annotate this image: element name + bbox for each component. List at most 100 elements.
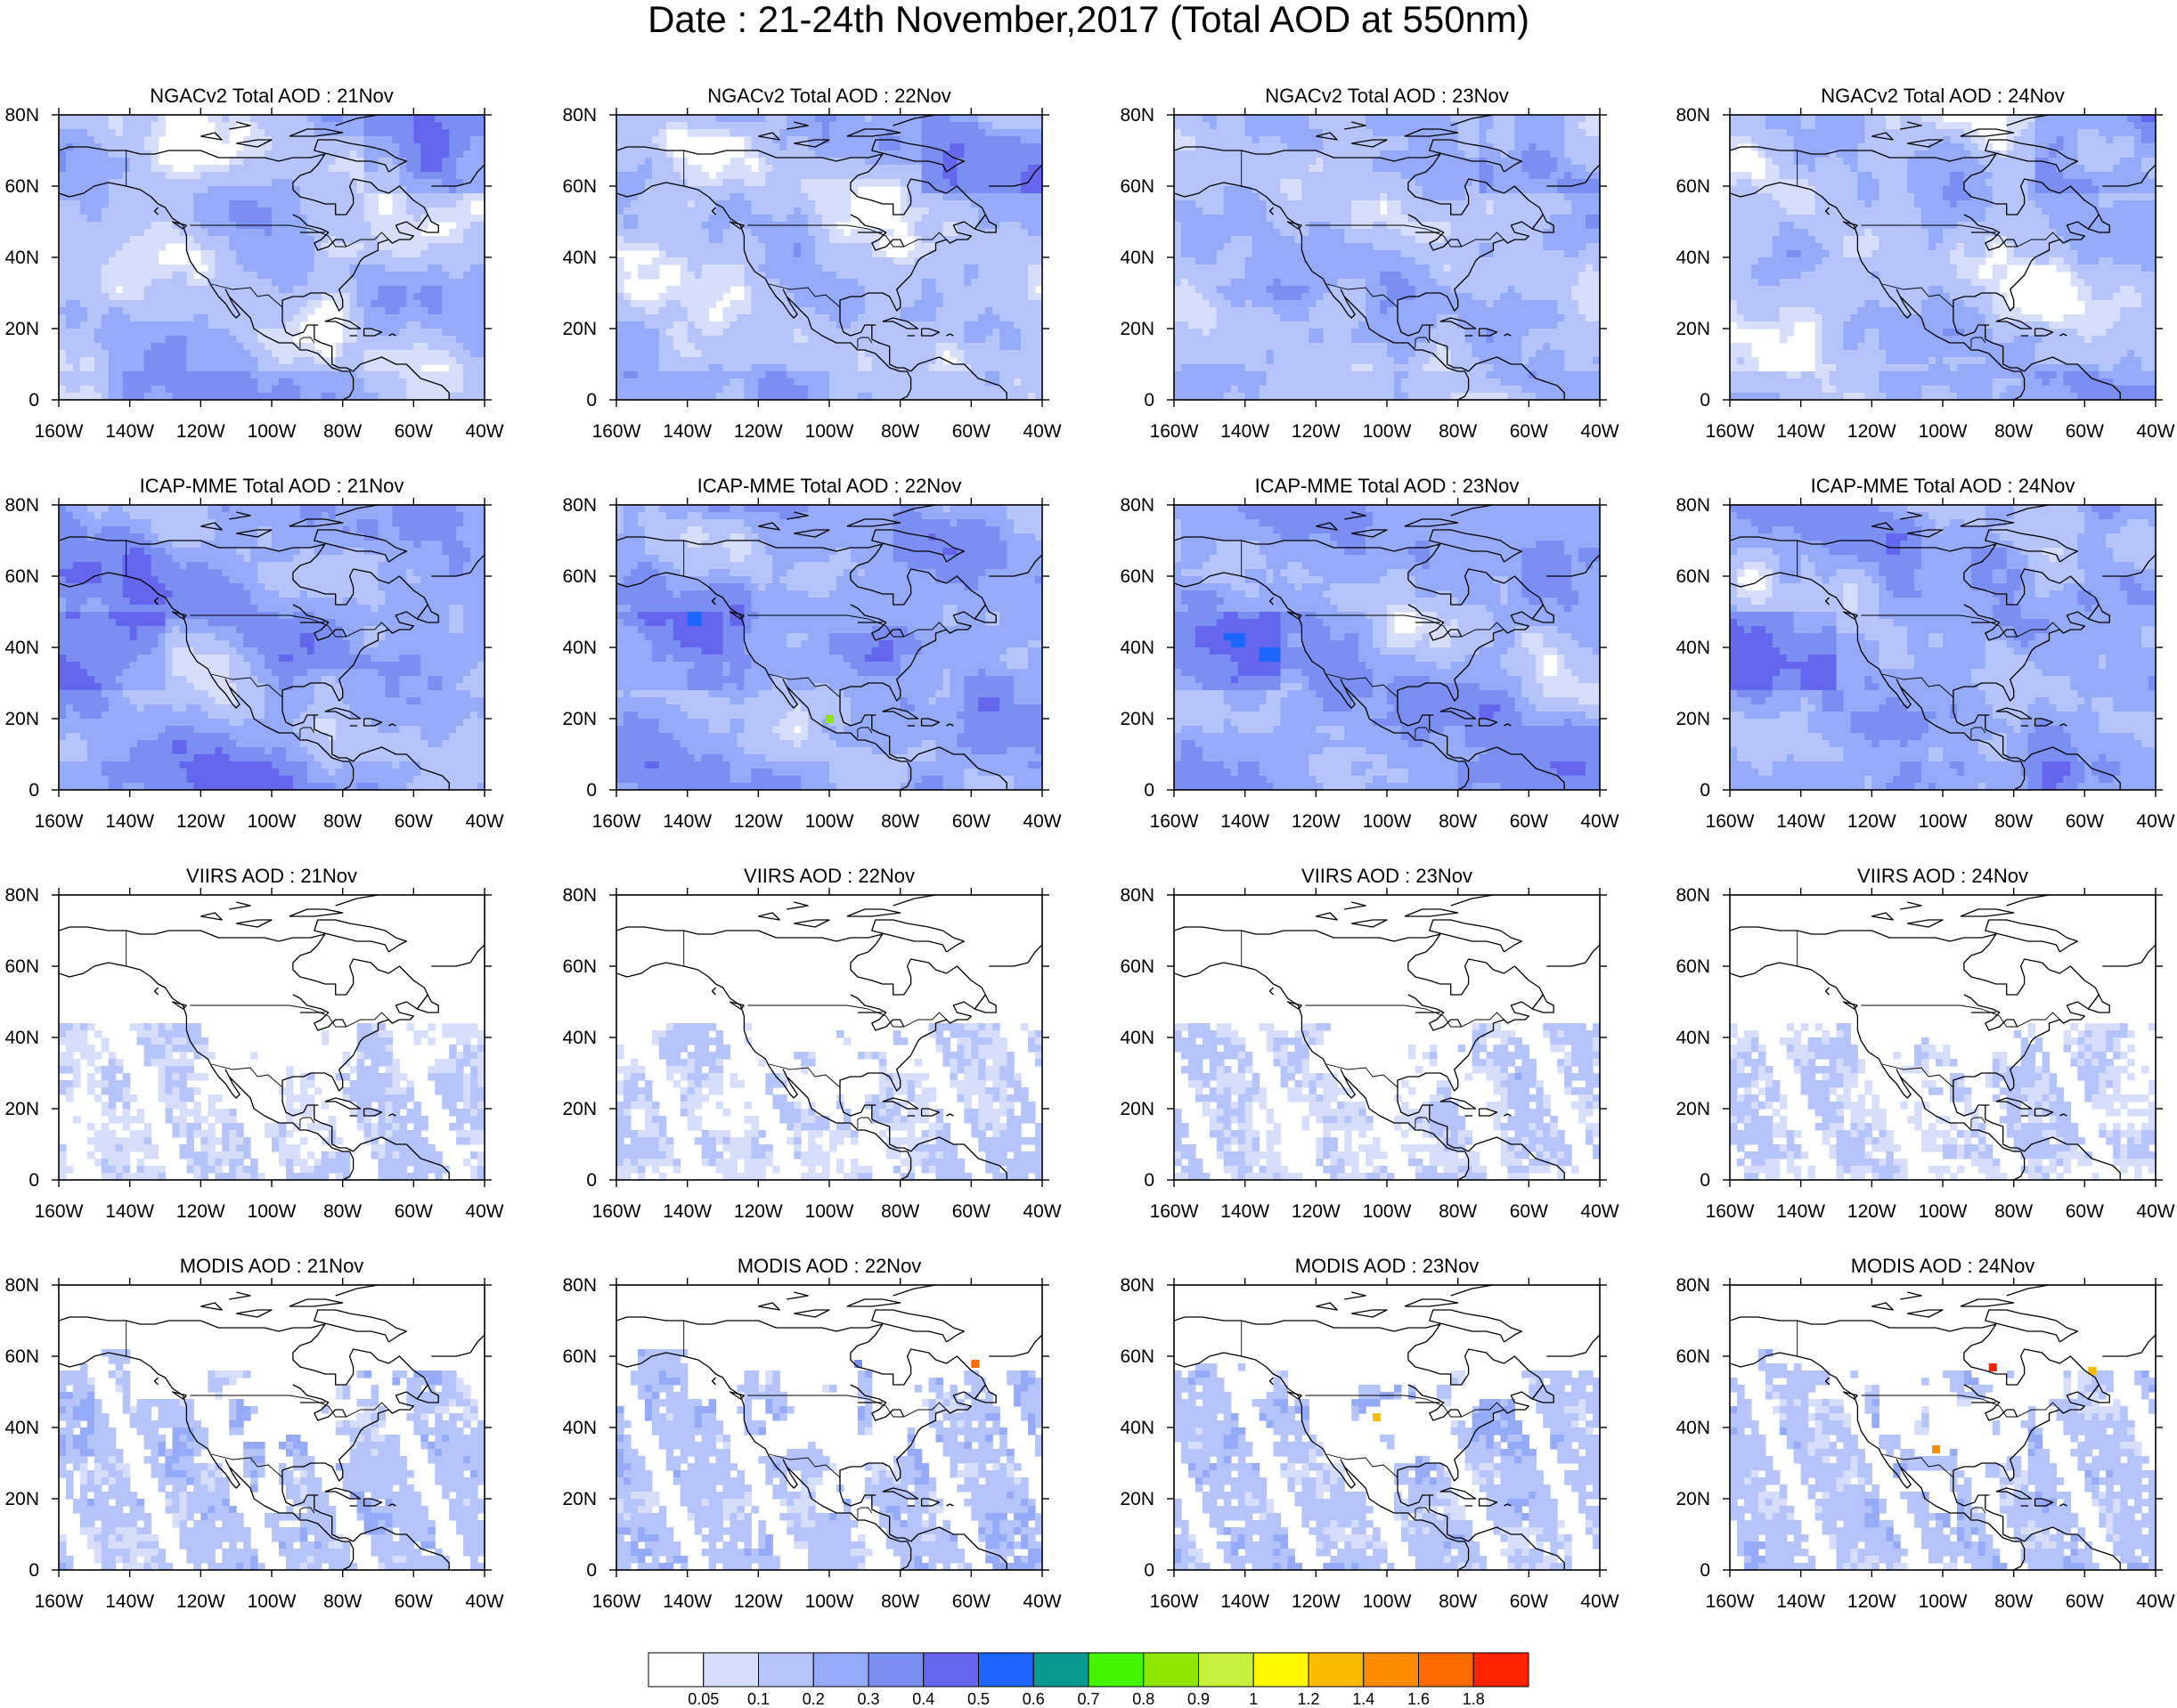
aod-field: [1174, 505, 1600, 790]
colorbar-label: 0.8: [1132, 1690, 1154, 1708]
lon-tick-label: 60W: [395, 421, 433, 442]
lat-tick-label: 20N: [1676, 1099, 1710, 1119]
lon-tick-label: 80W: [1994, 1591, 2033, 1612]
map-panel: 160W 140W 120W 100W 80W 60W 40W 0 20N 40N 60N 80N VI…: [4, 865, 503, 1222]
lat-tick-label: 40N: [1676, 1028, 1710, 1048]
coastlines: [59, 115, 485, 400]
lat-tick-label: 40N: [562, 248, 597, 268]
figure-title: Date : 21-24th November,2017 (Total AOD …: [0, 0, 2177, 39]
lon-tick-label: 80W: [1994, 421, 2033, 442]
colorbar-label: 0.4: [912, 1690, 934, 1708]
lon-tick-label: 100W: [1919, 421, 1968, 442]
lon-tick-label: 80W: [881, 1201, 919, 1222]
colorbar-box: [1472, 1652, 1529, 1688]
panel-title: MODIS AOD : 21Nov: [180, 1255, 364, 1277]
aod-hotspot: [971, 1360, 980, 1368]
lon-tick-label: 140W: [1220, 1201, 1269, 1222]
aod-field: [59, 505, 485, 790]
coastlines: [616, 1285, 1042, 1570]
lon-tick-label: 60W: [395, 1201, 433, 1222]
lat-tick-label: 80N: [1676, 885, 1710, 906]
lon-tick-label: 120W: [1292, 1201, 1341, 1222]
lon-tick-label: 100W: [1363, 1201, 1412, 1222]
panel-title: VIIRS AOD : 23Nov: [1301, 865, 1472, 887]
lon-tick-label: 140W: [105, 811, 154, 832]
colorbar-label: 1.2: [1297, 1690, 1319, 1708]
lat-tick-label: 80N: [1120, 495, 1154, 516]
colorbar-box: [758, 1652, 814, 1688]
lon-tick-label: 120W: [1292, 1591, 1341, 1612]
lat-tick-label: 0: [1700, 1560, 1710, 1581]
aod-field: [616, 1285, 1042, 1570]
lon-tick-label: 160W: [592, 811, 641, 832]
lat-tick-label: 20N: [4, 709, 39, 729]
lat-tick-label: 40N: [1676, 638, 1710, 658]
colorbar-box: [1032, 1652, 1089, 1688]
lat-tick-label: 60N: [1120, 566, 1154, 587]
panel-title: NGACv2 Total AOD : 21Nov: [150, 85, 394, 107]
lon-tick-label: 120W: [734, 1591, 783, 1612]
lon-tick-label: 100W: [248, 1201, 297, 1222]
lon-tick-label: 80W: [881, 421, 919, 442]
lat-tick-label: 60N: [562, 176, 597, 197]
lon-tick-label: 120W: [176, 1591, 225, 1612]
lon-tick-label: 60W: [952, 1591, 991, 1612]
aod-field: [1730, 505, 2156, 790]
map-panel: 160W 140W 120W 100W 80W 60W 40W 0 20N 40N 60N 80N IC…: [4, 475, 503, 832]
panel-title: ICAP-MME Total AOD : 21Nov: [140, 475, 404, 497]
colorbar-box: [1363, 1652, 1419, 1688]
lon-tick-label: 140W: [1776, 421, 1825, 442]
map-panel: 160W 140W 120W 100W 80W 60W 40W 0 20N 40N 60N 80N MO…: [1120, 1255, 1618, 1612]
lon-tick-label: 80W: [1439, 1591, 1477, 1612]
panel-title: MODIS AOD : 23Nov: [1295, 1255, 1480, 1277]
lat-tick-label: 0: [29, 1560, 39, 1581]
lat-tick-label: 80N: [562, 495, 597, 516]
aod-field: [1174, 895, 1600, 1180]
lat-tick-label: 20N: [1120, 1099, 1154, 1119]
lon-tick-label: 160W: [1706, 421, 1755, 442]
lat-tick-label: 0: [1700, 390, 1710, 411]
lat-tick-label: 20N: [562, 1489, 597, 1509]
lon-tick-label: 140W: [663, 1591, 712, 1612]
lon-tick-label: 120W: [176, 1201, 225, 1222]
lat-tick-label: 60N: [4, 566, 39, 587]
lon-tick-label: 60W: [952, 1201, 991, 1222]
lon-tick-label: 160W: [1150, 1591, 1199, 1612]
panel-title: NGACv2 Total AOD : 22Nov: [707, 85, 951, 107]
aod-field: [616, 895, 1042, 1180]
coastlines: [616, 505, 1042, 790]
lon-tick-label: 120W: [734, 421, 783, 442]
panel-title: VIIRS AOD : 21Nov: [186, 865, 357, 887]
lon-tick-label: 160W: [1706, 1201, 1755, 1222]
lon-tick-label: 80W: [323, 1201, 362, 1222]
lon-tick-label: 160W: [1150, 1201, 1199, 1222]
coastlines: [59, 1285, 485, 1570]
lon-tick-label: 80W: [323, 811, 362, 832]
lon-tick-label: 40W: [1023, 1591, 1061, 1612]
aod-field: [1730, 1285, 2156, 1570]
lon-tick-label: 80W: [881, 1591, 919, 1612]
coastlines: [59, 895, 485, 1180]
lat-tick-label: 0: [1144, 1170, 1154, 1191]
lon-tick-label: 160W: [1706, 811, 1755, 832]
map-panel: 160W 140W 120W 100W 80W 60W 40W 0 20N 40N 60N 80N VI…: [1120, 865, 1618, 1222]
lat-tick-label: 60N: [1120, 956, 1154, 977]
aod-field: [59, 115, 485, 400]
lat-tick-label: 80N: [1120, 885, 1154, 906]
lat-tick-label: 60N: [1120, 176, 1154, 197]
panel-title: ICAP-MME Total AOD : 24Nov: [1811, 475, 2075, 497]
lon-tick-label: 160W: [592, 1201, 641, 1222]
lat-tick-label: 80N: [4, 105, 39, 126]
map-panel: 160W 140W 120W 100W 80W 60W 40W 0 20N 40N 60N 80N IC…: [1676, 475, 2174, 832]
lon-tick-label: 40W: [2136, 1201, 2174, 1222]
coastlines: [1174, 1285, 1600, 1570]
lat-tick-label: 80N: [1120, 1275, 1154, 1296]
aod-hotspot: [2088, 1367, 2097, 1375]
lon-tick-label: 100W: [1919, 1201, 1968, 1222]
lon-tick-label: 120W: [176, 811, 225, 832]
map-panel: 160W 140W 120W 100W 80W 60W 40W 0 20N 40N 60N 80N MO…: [1676, 1255, 2174, 1612]
lon-tick-label: 160W: [35, 1201, 84, 1222]
lon-tick-label: 40W: [465, 1201, 503, 1222]
lat-tick-label: 80N: [4, 885, 39, 906]
